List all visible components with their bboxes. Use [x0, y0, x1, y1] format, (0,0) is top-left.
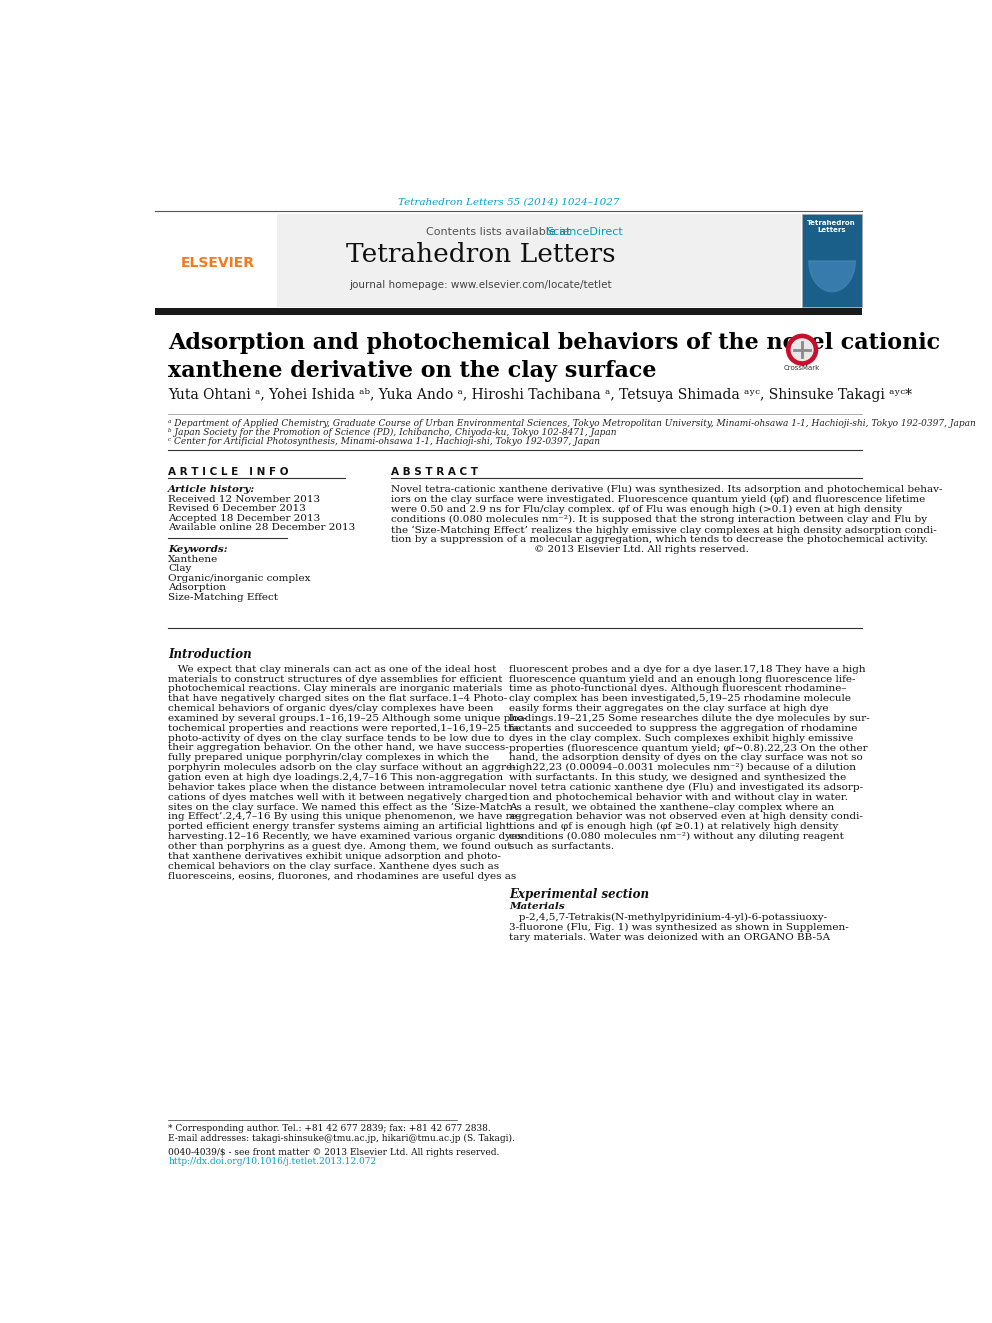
Text: ported efficient energy transfer systems aiming an artificial light: ported efficient energy transfer systems… [169, 823, 510, 831]
Circle shape [787, 335, 817, 365]
Text: journal homepage: www.elsevier.com/locate/tetlet: journal homepage: www.elsevier.com/locat… [349, 280, 612, 291]
Text: porphyrin molecules adsorb on the clay surface without an aggre-: porphyrin molecules adsorb on the clay s… [169, 763, 516, 773]
Text: sites on the clay surface. We named this effect as the ‘Size-Match-: sites on the clay surface. We named this… [169, 803, 517, 812]
Text: conditions (0.080 molecules nm⁻²) without any diluting reagent: conditions (0.080 molecules nm⁻²) withou… [509, 832, 844, 841]
Circle shape [792, 339, 813, 360]
Text: Keywords:: Keywords: [169, 545, 228, 553]
Text: such as surfactants.: such as surfactants. [509, 841, 614, 851]
Text: fluorescent probes and a dye for a dye laser.17,18 They have a high: fluorescent probes and a dye for a dye l… [509, 664, 866, 673]
Text: the ‘Size-Matching Effect’ realizes the highly emissive clay complexes at high d: the ‘Size-Matching Effect’ realizes the … [392, 525, 937, 534]
Text: iors on the clay surface were investigated. Fluorescence quantum yield (φf) and : iors on the clay surface were investigat… [392, 495, 926, 504]
Text: ELSEVIER: ELSEVIER [181, 257, 255, 270]
Text: tions and φf is enough high (φf ≥0.1) at relatively high density: tions and φf is enough high (φf ≥0.1) at… [509, 823, 838, 831]
Text: Available online 28 December 2013: Available online 28 December 2013 [169, 523, 355, 532]
Text: conditions (0.080 molecules nm⁻²). It is supposed that the strong interaction be: conditions (0.080 molecules nm⁻²). It is… [392, 515, 928, 524]
Text: 0040-4039/$ - see front matter © 2013 Elsevier Ltd. All rights reserved.: 0040-4039/$ - see front matter © 2013 El… [169, 1148, 500, 1158]
Text: Adsorption and photochemical behaviors of the novel cationic
xanthene derivative: Adsorption and photochemical behaviors o… [169, 332, 940, 382]
Text: their aggregation behavior. On the other hand, we have success-: their aggregation behavior. On the other… [169, 744, 509, 753]
Text: tary materials. Water was deionized with an ORGANO BB-5A: tary materials. Water was deionized with… [509, 933, 830, 942]
Text: Introduction: Introduction [169, 648, 252, 660]
Text: 3-fluorone (Flu, Fig. 1) was synthesized as shown in Supplemen-: 3-fluorone (Flu, Fig. 1) was synthesized… [509, 923, 849, 931]
Bar [803, 214, 862, 307]
Text: photochemical reactions. Clay minerals are inorganic materials: photochemical reactions. Clay minerals a… [169, 684, 502, 693]
Text: factants and succeeded to suppress the aggregation of rhodamine: factants and succeeded to suppress the a… [509, 724, 857, 733]
Text: ing Effect’.2,4,7–16 By using this unique phenomenon, we have re-: ing Effect’.2,4,7–16 By using this uniqu… [169, 812, 521, 822]
Text: fluorescence quantum yield and an enough long fluorescence life-: fluorescence quantum yield and an enough… [509, 675, 856, 684]
Text: Clay: Clay [169, 564, 191, 573]
Text: behavior takes place when the distance between intramolecular: behavior takes place when the distance b… [169, 783, 506, 792]
Text: other than porphyrins as a guest dye. Among them, we found out: other than porphyrins as a guest dye. Am… [169, 841, 512, 851]
Text: Experimental section: Experimental section [509, 888, 649, 901]
Text: Tetrahedron Letters 55 (2014) 1024–1027: Tetrahedron Letters 55 (2014) 1024–1027 [398, 197, 619, 206]
Bar [155, 214, 278, 307]
Text: time as photo-functional dyes. Although fluorescent rhodamine–: time as photo-functional dyes. Although … [509, 684, 847, 693]
Text: A R T I C L E   I N F O: A R T I C L E I N F O [169, 467, 289, 476]
Text: cations of dyes matches well with it between negatively charged: cations of dyes matches well with it bet… [169, 792, 508, 802]
Text: photo-activity of dyes on the clay surface tends to be low due to: photo-activity of dyes on the clay surfa… [169, 734, 504, 742]
Text: harvesting.12–16 Recently, we have examined various organic dyes: harvesting.12–16 Recently, we have exami… [169, 832, 523, 841]
Text: that have negatively charged sites on the flat surface.1–4 Photo-: that have negatively charged sites on th… [169, 695, 508, 704]
Text: that xanthene derivatives exhibit unique adsorption and photo-: that xanthene derivatives exhibit unique… [169, 852, 501, 861]
Text: http://dx.doi.org/10.1016/j.tetlet.2013.12.072: http://dx.doi.org/10.1016/j.tetlet.2013.… [169, 1158, 376, 1167]
Text: © 2013 Elsevier Ltd. All rights reserved.: © 2013 Elsevier Ltd. All rights reserved… [392, 545, 749, 554]
Text: dyes in the clay complex. Such complexes exhibit highly emissive: dyes in the clay complex. Such complexes… [509, 734, 853, 742]
Bar [155, 308, 862, 315]
Text: Tetrahedron Letters: Tetrahedron Letters [345, 242, 615, 267]
Text: Article history:: Article history: [169, 486, 255, 495]
Text: E-mail addresses: takagi-shinsuke@tmu.ac.jp, hikari@tmu.ac.jp (S. Takagi).: E-mail addresses: takagi-shinsuke@tmu.ac… [169, 1134, 515, 1143]
Text: chemical behaviors of organic dyes/clay complexes have been: chemical behaviors of organic dyes/clay … [169, 704, 494, 713]
Text: novel tetra cationic xanthene dye (Flu) and investigated its adsorp-: novel tetra cationic xanthene dye (Flu) … [509, 783, 863, 792]
Text: ᵃ Department of Applied Chemistry, Graduate Course of Urban Environmental Scienc: ᵃ Department of Applied Chemistry, Gradu… [169, 419, 976, 429]
Text: Xanthene: Xanthene [169, 554, 218, 564]
Text: As a result, we obtained the xanthene–clay complex where an: As a result, we obtained the xanthene–cl… [509, 803, 834, 811]
Text: ᶜ Center for Artificial Photosynthesis, Minami-ohsawa 1-1, Hachioji-shi, Tokyo 1: ᶜ Center for Artificial Photosynthesis, … [169, 438, 600, 446]
Text: aggregation behavior was not observed even at high density condi-: aggregation behavior was not observed ev… [509, 812, 863, 822]
Text: ScienceDirect: ScienceDirect [547, 226, 623, 237]
Text: ᵇ Japan Society for the Promotion of Science (PD), Ichibancho, Chiyoda-ku, Tokyo: ᵇ Japan Society for the Promotion of Sci… [169, 429, 617, 438]
Text: Yuta Ohtani ᵃ, Yohei Ishida ᵃᵇ, Yuka Ando ᵃ, Hiroshi Tachibana ᵃ, Tetsuya Shimad: Yuta Ohtani ᵃ, Yohei Ishida ᵃᵇ, Yuka And… [169, 388, 913, 402]
Text: Novel tetra-cationic xanthene derivative (Flu) was synthesized. Its adsorption a: Novel tetra-cationic xanthene derivative… [392, 486, 942, 495]
Text: clay complex has been investigated,5,19–25 rhodamine molecule: clay complex has been investigated,5,19–… [509, 695, 851, 704]
Bar [155, 214, 801, 307]
Text: tion and photochemical behavior with and without clay in water.: tion and photochemical behavior with and… [509, 792, 848, 802]
Text: Organic/inorganic complex: Organic/inorganic complex [169, 574, 310, 583]
Text: fully prepared unique porphyrin/clay complexes in which the: fully prepared unique porphyrin/clay com… [169, 753, 489, 762]
Text: loadings.19–21,25 Some researches dilute the dye molecules by sur-: loadings.19–21,25 Some researches dilute… [509, 714, 870, 722]
Text: high22,23 (0.00094–0.0031 molecules nm⁻²) because of a dilution: high22,23 (0.00094–0.0031 molecules nm⁻²… [509, 763, 856, 773]
Text: materials to construct structures of dye assemblies for efficient: materials to construct structures of dye… [169, 675, 503, 684]
Text: properties (fluorescence quantum yield; φf~0.8).22,23 On the other: properties (fluorescence quantum yield; … [509, 744, 868, 753]
Text: Tetrahedron
Letters: Tetrahedron Letters [807, 221, 856, 233]
Text: were 0.50 and 2.9 ns for Flu/clay complex. φf of Flu was enough high (>0.1) even: were 0.50 and 2.9 ns for Flu/clay comple… [392, 505, 903, 515]
Text: Contents lists available at: Contents lists available at [427, 226, 574, 237]
Text: We expect that clay minerals can act as one of the ideal host: We expect that clay minerals can act as … [169, 664, 497, 673]
Text: p-2,4,5,7-Tetrakis(N-methylpyridinium-4-yl)-6-potassiuoxy-: p-2,4,5,7-Tetrakis(N-methylpyridinium-4-… [509, 913, 827, 922]
Text: Received 12 November 2013: Received 12 November 2013 [169, 495, 320, 504]
Text: Materials: Materials [509, 901, 564, 910]
Text: Size-Matching Effect: Size-Matching Effect [169, 593, 278, 602]
Text: Revised 6 December 2013: Revised 6 December 2013 [169, 504, 307, 513]
Text: fluoresceins, eosins, fluorones, and rhodamines are useful dyes as: fluoresceins, eosins, fluorones, and rho… [169, 872, 517, 881]
Text: Adsorption: Adsorption [169, 583, 226, 593]
Text: CrossMark: CrossMark [784, 365, 820, 372]
Text: gation even at high dye loadings.2,4,7–16 This non-aggregation: gation even at high dye loadings.2,4,7–1… [169, 773, 503, 782]
Text: easily forms their aggregates on the clay surface at high dye: easily forms their aggregates on the cla… [509, 704, 828, 713]
Text: chemical behaviors on the clay surface. Xanthene dyes such as: chemical behaviors on the clay surface. … [169, 861, 499, 871]
Text: A B S T R A C T: A B S T R A C T [392, 467, 478, 476]
Text: Accepted 18 December 2013: Accepted 18 December 2013 [169, 513, 320, 523]
Text: with surfactants. In this study, we designed and synthesized the: with surfactants. In this study, we desi… [509, 773, 846, 782]
Text: * Corresponding author. Tel.: +81 42 677 2839; fax: +81 42 677 2838.: * Corresponding author. Tel.: +81 42 677… [169, 1125, 491, 1134]
Text: tion by a suppression of a molecular aggregation, which tends to decrease the ph: tion by a suppression of a molecular agg… [392, 536, 929, 544]
Text: examined by several groups.1–16,19–25 Although some unique pho-: examined by several groups.1–16,19–25 Al… [169, 714, 527, 722]
Text: hand, the adsorption density of dyes on the clay surface was not so: hand, the adsorption density of dyes on … [509, 753, 863, 762]
Text: tochemical properties and reactions were reported,1–16,19–25 the: tochemical properties and reactions were… [169, 724, 521, 733]
